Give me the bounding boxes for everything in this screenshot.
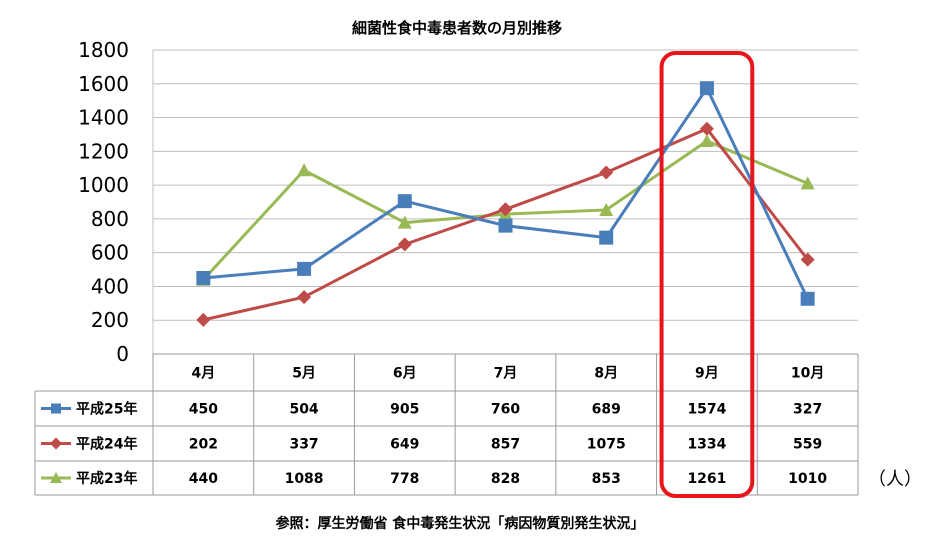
y-tick-label: 1600 [78,72,129,96]
data-point [397,237,412,252]
legend-label: 平成24年 [76,436,137,453]
table-cell: 1075 [587,437,626,453]
legend-label: 平成23年 [76,470,137,487]
y-tick-label: 0 [116,342,129,366]
data-point [599,165,614,180]
table-cell: 1261 [687,471,726,487]
x-tick-label: 6月 [393,366,417,382]
table-cell: 559 [793,437,822,453]
data-point [699,134,714,148]
legend-marker [50,437,62,450]
table-cell: 760 [491,402,520,418]
table-cell: 828 [491,471,520,487]
data-point [297,290,312,305]
legend-marker [51,403,61,414]
y-tick-label: 1800 [78,38,129,62]
y-tick-label: 1400 [78,106,129,130]
y-tick-label: 1000 [78,173,129,197]
y-axis-ticks: 0 200 400 600 800 1000 1200 1400 1600 1800 [78,38,129,366]
data-point [699,81,714,96]
data-point [397,215,412,229]
highlight-box [659,51,755,498]
y-tick-label: 400 [91,274,129,298]
table-cell: 905 [390,402,419,418]
data-point [599,230,614,245]
legend-marker [50,472,62,483]
data-point [196,271,211,285]
y-tick-label: 600 [91,241,129,265]
x-tick-label: 9月 [695,366,719,382]
table-cell: 1334 [687,437,726,453]
table-cell: 327 [793,402,822,418]
data-point [800,252,815,267]
data-point [397,194,412,209]
data-point [699,121,714,136]
data-point [297,163,312,177]
table-cell: 1574 [687,402,726,418]
legend-label: 平成25年 [76,401,137,418]
table-cell: 337 [289,437,318,453]
x-tick-label: 5月 [292,366,316,382]
x-tick-label: 7月 [494,366,518,382]
table-cell: 202 [189,437,218,453]
y-tick-label: 1200 [78,139,129,163]
table-cell: 504 [289,402,318,418]
series-group [196,81,815,327]
unit-label: （人） [868,469,922,490]
data-point [498,202,513,217]
chart-title: 細菌性食中毒患者数の月別推移 [352,19,562,37]
table-cell: 1088 [285,471,324,487]
source-note: 参照：厚生労働省 食中毒発生状況「病因物質別発生状況」 [276,515,645,532]
table-cell: 778 [390,471,419,487]
x-tick-label: 10月 [791,366,824,382]
data-point [196,312,211,327]
table-cell: 440 [189,471,218,487]
series-line [203,86,809,300]
table-cell: 689 [592,402,621,418]
data-point [498,218,513,233]
x-tick-label: 4月 [191,366,215,382]
y-tick-label: 200 [91,308,129,332]
table-cell: 1010 [788,471,827,487]
y-tick-label: 800 [91,207,129,231]
table-cell: 450 [189,402,218,418]
highlight-group [659,51,755,498]
x-tick-label: 8月 [594,366,618,382]
table-cell: 857 [491,437,520,453]
table-cell: 853 [592,471,621,487]
table-cell: 649 [390,437,419,453]
data-point [800,291,815,306]
data-point [297,261,312,276]
data-point [599,202,614,216]
data-point [800,176,815,190]
